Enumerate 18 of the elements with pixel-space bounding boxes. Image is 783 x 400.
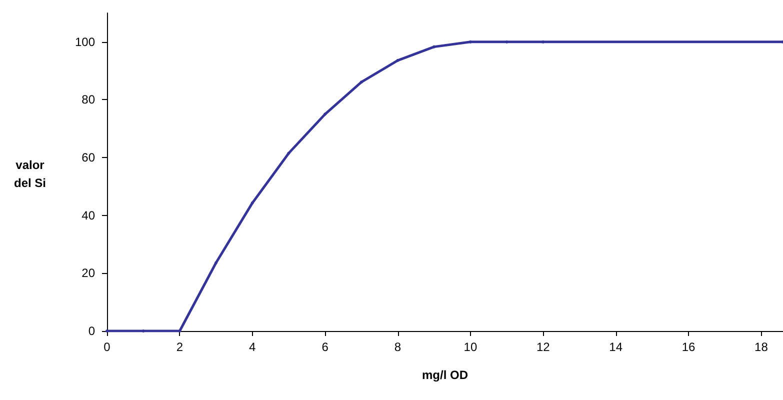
x-tick-label: 6 (322, 340, 329, 354)
y-tick-label: 60 (82, 150, 96, 165)
y-tick-label: 100 (74, 34, 96, 49)
x-axis-title: mg/l OD (422, 368, 468, 382)
x-tick-label: 2 (176, 340, 184, 354)
x-tick-label: 0 (104, 340, 111, 354)
x-tick-label: 18 (754, 340, 768, 354)
y-tick-label: 80 (82, 92, 96, 107)
y-tick-label: 20 (82, 266, 96, 280)
y-tick-label: 0 (88, 324, 96, 338)
x-tick-label: 10 (464, 340, 478, 354)
x-tick-label: 12 (536, 340, 550, 354)
y-axis-title: valor del Si (14, 158, 46, 190)
x-tick-label: 8 (394, 340, 402, 354)
x-tick-label: 14 (609, 340, 623, 354)
x-tick-label: 16 (682, 340, 696, 354)
y-tick-label: 40 (82, 208, 96, 222)
x-tick-label: 4 (249, 340, 256, 354)
